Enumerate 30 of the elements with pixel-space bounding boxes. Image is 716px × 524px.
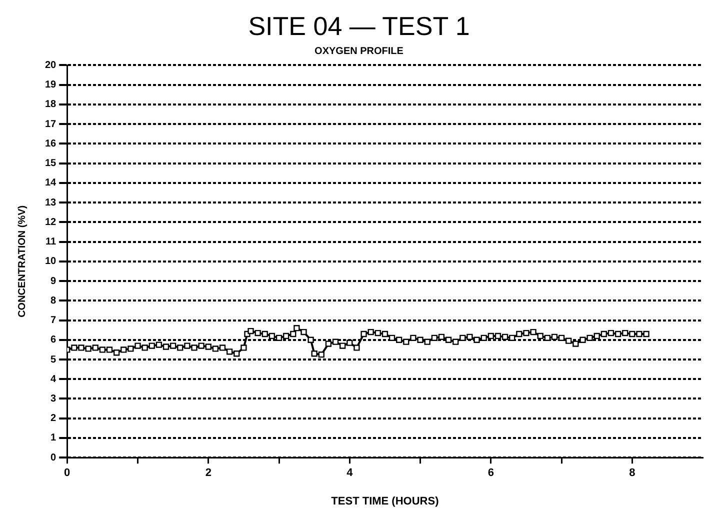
y-tick-label: 1 [50,432,57,444]
y-tick-label: 5 [50,354,57,366]
x-tick-label: 6 [488,467,494,480]
y-tick-label: 4 [50,374,57,385]
y-tick-label: 10 [45,256,57,268]
y-tick-label: 11 [46,236,57,248]
y-tick-label: 6 [50,334,57,346]
y-tick-label: 2 [50,413,57,424]
y-tick-label: 17 [45,118,57,130]
chart-subtitle: OXYGEN PROFILE [314,46,404,57]
y-tick-label: 3 [50,393,57,404]
x-tick-label: 4 [346,467,354,480]
y-tick-label: 18 [45,99,57,110]
x-tick-label: 0 [64,467,70,480]
y-tick-label: 7 [50,315,57,326]
y-tick-label: 14 [45,178,57,189]
y-axis-title: CONCENTRATION (%V) [16,205,28,318]
chart-title: SITE 04 — TEST 1 [248,10,470,41]
y-tick-label: 20 [45,60,57,71]
y-tick-label: 12 [45,216,57,228]
x-tick-label: 8 [629,467,636,480]
y-tick-label: 0 [50,452,57,464]
y-tick-label: 16 [45,138,57,150]
y-tick-label: 8 [50,295,57,306]
y-tick-label: 19 [45,80,57,91]
x-axis-title: TEST TIME (HOURS) [331,495,440,508]
x-tick-label: 2 [205,467,212,480]
y-tick-label: 13 [45,197,57,208]
y-tick-label: 9 [50,276,57,287]
y-tick-label: 15 [45,158,57,170]
